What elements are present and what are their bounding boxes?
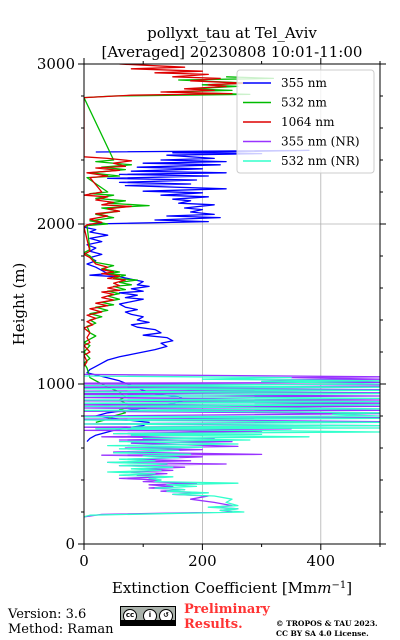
legend-label-532-nm-nr: 532 nm (NR) bbox=[281, 154, 360, 168]
x-tick-label: 200 bbox=[188, 552, 217, 570]
copyright-line-1: © TROPOS & TAU 2023. bbox=[276, 619, 378, 628]
lidar-profile-chart: pollyxt_tau at Tel_Aviv [Averaged] 20230… bbox=[10, 24, 386, 597]
badge-strip bbox=[121, 620, 175, 625]
y-tick-label: 2000 bbox=[37, 215, 75, 233]
x-tick-label: 0 bbox=[79, 552, 89, 570]
preliminary-notice: Preliminary Results. bbox=[184, 602, 270, 632]
method-text: Method: Raman bbox=[8, 622, 114, 637]
y-tick-label: 3000 bbox=[37, 55, 75, 73]
series-layer bbox=[84, 64, 380, 518]
x-axis-label: Extinction Coefficient [Mmm−1] bbox=[112, 579, 352, 597]
y-tick-label: 1000 bbox=[37, 375, 75, 393]
chart-title-line-2: [Averaged] 20230808 10:01-11:00 bbox=[102, 43, 363, 61]
legend-label-355-nm-nr: 355 nm (NR) bbox=[281, 135, 360, 149]
cc-license-badge: cc i ↺ bbox=[120, 606, 176, 626]
copyright-line-2: CC BY SA 4.0 License. bbox=[276, 629, 369, 638]
series-line-355-nm-nr bbox=[84, 373, 380, 518]
legend-box bbox=[236, 69, 375, 174]
series-line-532-nm bbox=[84, 76, 275, 424]
x-tick-label: 400 bbox=[306, 552, 335, 570]
series-line-355-nm bbox=[84, 149, 310, 443]
y-tick-label: 0 bbox=[65, 535, 75, 553]
legend: 355 nm 532 nm 1064 nm 355 nm (NR) 532 nm (NR… bbox=[236, 69, 375, 174]
axis-ticks: 0 200 400 0 1000 2000 3000 bbox=[37, 55, 386, 570]
preliminary-line-2: Results. bbox=[184, 617, 243, 632]
series-line-532-nm-nr bbox=[84, 375, 380, 518]
preliminary-line-1: Preliminary bbox=[184, 602, 270, 617]
y-axis-label: Height (m) bbox=[10, 263, 28, 346]
chart-title-line-1: pollyxt_tau at Tel_Aviv bbox=[147, 24, 317, 42]
legend-label-532-nm: 532 nm bbox=[281, 96, 327, 110]
plot-frame bbox=[83, 63, 381, 545]
legend-label-1064-nm: 1064 nm bbox=[281, 115, 335, 129]
version-text: Version: 3.6 bbox=[8, 607, 87, 622]
series-line-1064-nm bbox=[84, 64, 245, 367]
copyright-notice: © TROPOS & TAU 2023. CC BY SA 4.0 Licens… bbox=[276, 619, 378, 639]
legend-label-355-nm: 355 nm bbox=[281, 76, 327, 90]
